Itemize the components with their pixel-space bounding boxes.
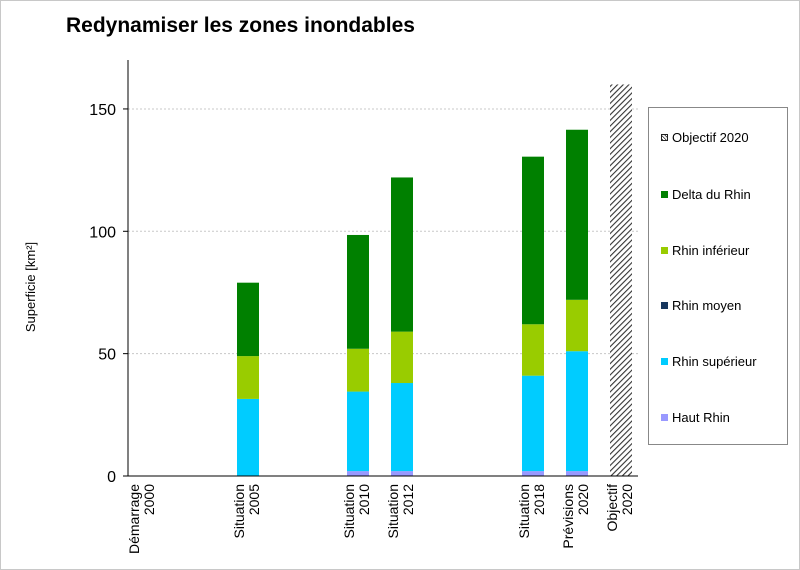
- bar-segment: [391, 177, 413, 332]
- x-tick-label: 2012: [400, 484, 416, 515]
- y-tick-label: 100: [89, 224, 116, 241]
- x-tick-label: 2005: [246, 484, 262, 515]
- chart-title: Redynamiser les zones inondables: [66, 14, 415, 37]
- legend-swatch: [661, 134, 668, 141]
- x-tick-label: 2020: [575, 484, 591, 515]
- legend-label: Objectif 2020: [672, 130, 749, 145]
- legend-item: Haut Rhin: [661, 410, 730, 425]
- legend-swatch: [661, 358, 668, 365]
- x-tick-label: Situation: [385, 484, 401, 538]
- legend-swatch: [661, 191, 668, 198]
- legend-item: Delta du Rhin: [661, 187, 751, 202]
- bar-segment: [522, 471, 544, 476]
- legend-swatch: [661, 247, 668, 254]
- bar-segment: [347, 471, 369, 476]
- x-tick-label: Situation: [231, 484, 247, 538]
- y-tick-label: 0: [107, 469, 116, 486]
- legend-item: Rhin supérieur: [661, 354, 757, 369]
- y-tick-label: 150: [89, 102, 116, 119]
- legend-item: Rhin moyen: [661, 298, 741, 313]
- legend-swatch: [661, 414, 668, 421]
- x-tick-label: Prévisions: [560, 484, 576, 549]
- legend-label: Haut Rhin: [672, 410, 730, 425]
- bar-segment: [237, 356, 259, 399]
- bar-segment: [566, 351, 588, 472]
- y-axis-label: Superficie [km²]: [23, 242, 38, 332]
- bar-segment: [347, 348, 369, 392]
- bar-segment: [347, 234, 369, 349]
- x-tick-label: 2020: [619, 484, 635, 515]
- bar-segment: [566, 299, 588, 352]
- x-tick-label: Objectif: [604, 484, 620, 532]
- bar-segment: [237, 282, 259, 357]
- bar-segment: [610, 84, 632, 477]
- bar-segment: [566, 471, 588, 476]
- bar-segment: [391, 331, 413, 384]
- x-tick-label: 2000: [141, 484, 157, 515]
- bar-segment: [522, 375, 544, 472]
- legend-label: Delta du Rhin: [672, 187, 751, 202]
- bar-segment: [237, 398, 259, 476]
- bar-segment: [522, 324, 544, 376]
- legend-item: Objectif 2020: [661, 130, 749, 145]
- x-tick-label: Démarrage: [126, 484, 142, 554]
- bar-segment: [522, 156, 544, 325]
- legend: Objectif 2020 Delta du Rhin Rhin inférieur…: [648, 107, 788, 445]
- bar-segment: [391, 383, 413, 472]
- bar-segment: [566, 129, 588, 300]
- x-tick-label: Situation: [341, 484, 357, 538]
- x-tick-label: 2010: [356, 484, 372, 515]
- legend-label: Rhin supérieur: [672, 354, 757, 369]
- x-tick-label: Situation: [516, 484, 532, 538]
- x-tick-label: 2018: [531, 484, 547, 515]
- y-tick-label: 50: [98, 347, 116, 364]
- legend-item: Rhin inférieur: [661, 243, 749, 258]
- legend-swatch: [661, 302, 668, 309]
- legend-label: Rhin moyen: [672, 298, 742, 313]
- legend-label: Rhin inférieur: [672, 243, 750, 258]
- bar-segment: [391, 471, 413, 476]
- bar-segment: [347, 391, 369, 472]
